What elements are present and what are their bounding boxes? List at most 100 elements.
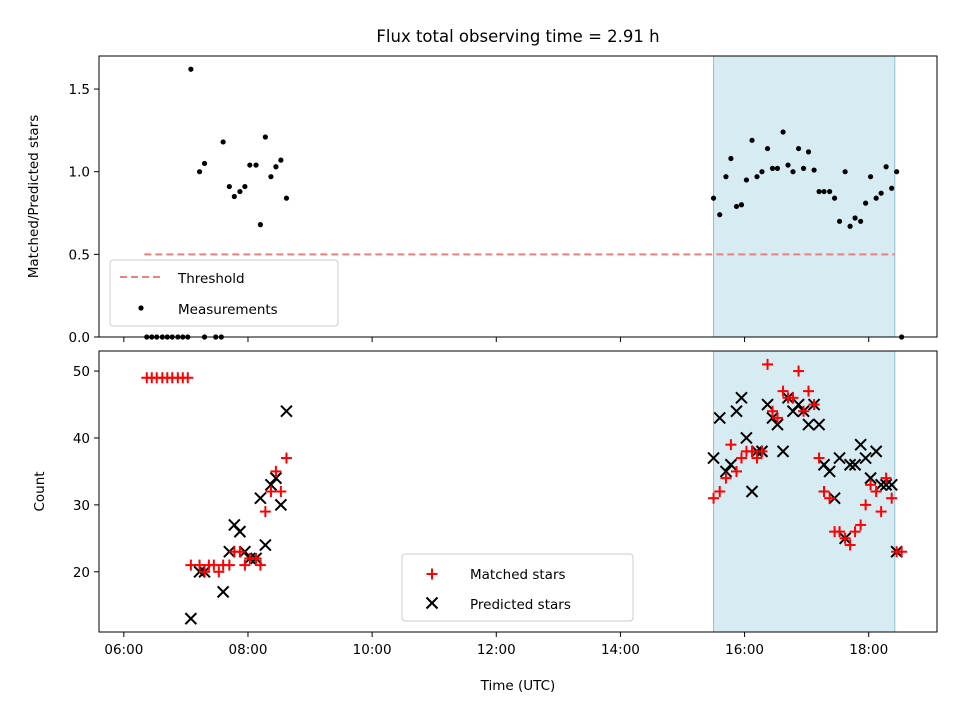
measurement-point bbox=[889, 185, 895, 191]
measurement-point bbox=[785, 162, 791, 168]
x-tick-label: 06:00 bbox=[104, 642, 143, 658]
measurement-point bbox=[253, 162, 259, 168]
top-y-tick-label: 0.5 bbox=[69, 247, 90, 263]
predicted-star-point bbox=[259, 538, 272, 552]
predicted-star-point bbox=[745, 485, 759, 498]
legend-measurement-marker bbox=[138, 305, 144, 311]
matched-stars-points bbox=[141, 358, 908, 578]
bottom-panel: 20 30 40 50 06:00 08:00 10:00 12:00 14:00 16:00 18… bbox=[32, 350, 938, 694]
matched-star-point bbox=[787, 392, 799, 404]
predicted-star-point bbox=[874, 478, 888, 492]
legend-predicted-label: Predicted stars bbox=[470, 597, 571, 613]
legend-measurement-label: Measurements bbox=[178, 302, 278, 318]
legend-x-marker bbox=[425, 596, 439, 610]
matched-star-point bbox=[875, 506, 887, 518]
x-tick-label: 10:00 bbox=[353, 642, 392, 658]
measurement-point bbox=[894, 169, 900, 175]
measurement-point bbox=[878, 190, 884, 196]
matched-star-point bbox=[824, 492, 836, 504]
measurement-point bbox=[201, 160, 208, 167]
predicted-star-point bbox=[280, 405, 293, 418]
predicted-star-point bbox=[859, 451, 872, 465]
predicted-star-point bbox=[885, 478, 898, 492]
x-tick-label: 12:00 bbox=[477, 642, 516, 658]
matched-star-point bbox=[182, 372, 194, 384]
matched-star-point bbox=[849, 526, 861, 538]
measurement-point bbox=[816, 188, 822, 195]
matched-star-point bbox=[194, 559, 206, 571]
matched-star-point bbox=[735, 452, 747, 464]
matched-star-point bbox=[767, 405, 779, 417]
measurement-point bbox=[790, 169, 796, 175]
measurement-point bbox=[842, 169, 848, 175]
top-panel-frame bbox=[98, 55, 938, 338]
predicted-star-point bbox=[854, 438, 867, 451]
matched-star-point bbox=[199, 566, 211, 578]
measurement-point bbox=[827, 188, 833, 195]
measurement-point bbox=[188, 66, 194, 72]
measurement-point bbox=[237, 188, 243, 195]
matched-star-point bbox=[213, 566, 225, 578]
bottom-axis-ticks: 20 30 40 50 06:00 08:00 10:00 12:00 14:00 16:00 18… bbox=[73, 364, 888, 658]
matched-star-point bbox=[839, 532, 851, 544]
measurement-point bbox=[863, 200, 869, 206]
measurement-point bbox=[278, 157, 284, 163]
predicted-star-point bbox=[724, 458, 738, 471]
predicted-star-point bbox=[184, 612, 198, 625]
measurement-point bbox=[821, 188, 827, 195]
top-y-tick-label: 1.5 bbox=[69, 82, 90, 98]
predicted-star-point bbox=[730, 405, 743, 418]
measurement-point bbox=[749, 137, 755, 143]
matched-star-point bbox=[731, 465, 743, 477]
measurement-point bbox=[858, 218, 864, 224]
measurement-point bbox=[242, 183, 248, 190]
matched-star-point bbox=[265, 486, 277, 497]
x-axis-label: Time (UTC) bbox=[480, 678, 556, 694]
legend-matched-label: Matched stars bbox=[470, 567, 566, 583]
matched-star-point bbox=[844, 539, 856, 551]
matched-star-point bbox=[834, 526, 846, 538]
measurement-point bbox=[728, 155, 734, 162]
matched-star-point bbox=[798, 405, 810, 417]
measurement-point bbox=[764, 145, 771, 152]
matched-star-point bbox=[725, 439, 737, 451]
measurement-point bbox=[226, 183, 232, 190]
bottom-y-tick-label: 20 bbox=[73, 565, 90, 581]
top-y-axis-label: Matched/Predicted stars bbox=[26, 115, 42, 278]
matched-star-point bbox=[223, 559, 235, 571]
measurement-point bbox=[873, 195, 879, 201]
legend-threshold-label: Threshold bbox=[177, 271, 245, 287]
matched-star-point bbox=[708, 492, 720, 504]
matched-star-point bbox=[777, 385, 789, 397]
measurement-point bbox=[268, 174, 274, 180]
top-y-tick-label: 1.0 bbox=[69, 165, 90, 181]
matched-star-point bbox=[855, 519, 867, 531]
matched-star-point bbox=[860, 499, 872, 511]
measurement-point bbox=[220, 139, 226, 145]
measurement-point bbox=[262, 134, 268, 140]
matched-star-point bbox=[270, 465, 282, 477]
matched-star-point bbox=[259, 506, 271, 518]
legend-plus-marker bbox=[426, 568, 438, 580]
chart-title: Flux total observing time = 2.91 h bbox=[376, 27, 659, 46]
bottom-legend: Matched stars Predicted stars bbox=[401, 553, 634, 622]
measurement-point bbox=[738, 202, 745, 208]
x-tick-label: 14:00 bbox=[601, 642, 640, 658]
predicted-star-point bbox=[713, 411, 726, 425]
measurement-point bbox=[836, 218, 843, 224]
measurement-point bbox=[759, 169, 765, 175]
matched-star-point bbox=[751, 452, 763, 464]
predicted-star-point bbox=[848, 458, 862, 471]
matched-star-point bbox=[720, 472, 732, 484]
matched-star-point bbox=[762, 358, 774, 370]
matched-star-point bbox=[793, 365, 805, 377]
matched-star-point bbox=[870, 486, 882, 497]
predicted-star-point bbox=[707, 451, 720, 465]
top-panel: 0.0 0.5 1.0 1.5 Matched/Predicted stars Thr… bbox=[26, 55, 938, 346]
predicted-star-point bbox=[823, 465, 836, 478]
measurement-point bbox=[754, 174, 760, 180]
measurement-points bbox=[144, 66, 905, 340]
matched-star-point bbox=[896, 546, 908, 558]
predicted-star-point bbox=[761, 398, 774, 411]
top-y-tick-label: 0.0 bbox=[69, 330, 90, 346]
